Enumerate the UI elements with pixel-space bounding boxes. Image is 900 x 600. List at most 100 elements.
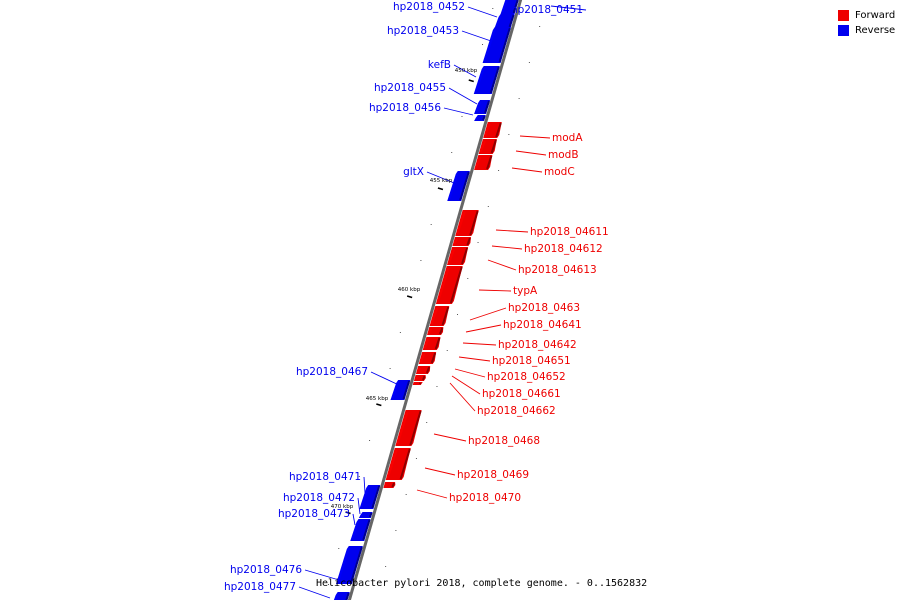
leader-hp2018_04611 [495, 229, 529, 233]
gene-shadow [391, 482, 396, 488]
major-tick [406, 295, 413, 299]
gene-label-hp2018_0469: hp2018_0469 [457, 469, 529, 481]
minor-tick [436, 386, 438, 387]
minor-tick [389, 368, 391, 369]
leader-hp2018_04641 [465, 324, 502, 333]
leader-hp2018_04613 [487, 259, 517, 271]
gene-label-hp2018_0456: hp2018_0456 [369, 102, 441, 114]
axis-label: 450 kbp [455, 68, 478, 74]
minor-tick [467, 278, 469, 279]
gene-shadow [430, 352, 437, 364]
gene-block-hp2018_0463 [429, 306, 450, 326]
leader-gltX [426, 171, 460, 186]
gene-label-modA: modA [552, 132, 583, 144]
gene-label-hp2018_04662: hp2018_04662 [477, 405, 556, 417]
gene-label-hp2018_04641: hp2018_04641 [503, 319, 582, 331]
leader-hp2018_0451 [550, 5, 587, 11]
leader-hp2018_0455 [448, 87, 478, 105]
axis-label: 465 kbp [366, 396, 389, 402]
leader-hp2018_0467 [370, 371, 402, 387]
gene-shadow [495, 122, 502, 138]
leader-hp2018_0477 [298, 586, 331, 599]
minor-tick [457, 314, 459, 315]
gene-label-kefB: kefB [428, 59, 451, 71]
gene-shadow [371, 485, 381, 509]
gene-highlight [360, 486, 370, 508]
minor-tick [528, 62, 530, 63]
tick-marks [327, 8, 541, 585]
gene-block-hp2018_0469 [385, 448, 411, 480]
gene-label-hp2018_0471: hp2018_0471 [289, 471, 361, 483]
minor-tick [539, 26, 541, 27]
leader-hp2018_04642 [462, 342, 497, 346]
gene-body [482, 27, 511, 63]
gene-body [335, 546, 363, 584]
leader-typA [478, 289, 512, 292]
gene-block-gltX [447, 171, 470, 201]
leader-hp2018_0468 [433, 433, 467, 442]
gene-shadow [439, 327, 444, 335]
gene-block-hp2018_0455 [474, 100, 491, 114]
gene-block-hp2018_04612 [452, 237, 471, 246]
gene-body [359, 485, 381, 509]
leader-hp2018_04612 [491, 245, 523, 250]
gene-highlight [448, 248, 456, 264]
gene-shadow [449, 266, 463, 304]
gene-block-hp2018_0453 [482, 27, 511, 63]
minor-tick [508, 134, 510, 135]
gene-labels: hp2018_0451 hp2018_0452 hp2018_0453 kefB hp2… [224, 1, 609, 593]
gene-label-gltX: gltX [403, 166, 424, 178]
gene-label-hp2018_04613: hp2018_04613 [518, 264, 597, 276]
axis-label: 455 kbp [430, 178, 453, 184]
gene-block-hp2018_0451 [500, 0, 519, 14]
label-leaders [298, 5, 587, 599]
gene-block-hp2018_0473 [350, 519, 371, 541]
gene-label-hp2018_04611: hp2018_04611 [530, 226, 609, 238]
gene-shadow [482, 115, 486, 121]
leader-hp2018_04652 [454, 368, 486, 378]
leader-hp2018_0469 [424, 467, 456, 476]
minor-tick [385, 566, 387, 567]
gene-shadow [425, 366, 431, 374]
gene-highlight [448, 172, 459, 200]
gene-shadow [368, 512, 373, 518]
gene-shadow [345, 592, 350, 600]
gene-shadow [409, 410, 422, 446]
leader-kefB [453, 64, 477, 78]
leader-hp2018_0472 [357, 497, 361, 515]
gene-shadow [434, 337, 441, 350]
gene-label-modB: modB [548, 149, 579, 161]
leader-modA [519, 135, 551, 139]
leader-hp2018_0473 [352, 513, 356, 526]
gene-label-hp2018_0473: hp2018_0473 [278, 508, 350, 520]
major-tick [468, 79, 474, 83]
minor-tick [492, 8, 494, 9]
gene-highlight [475, 116, 479, 120]
gene-block-hp2018_0456 [474, 115, 486, 121]
gene-highlight [413, 382, 417, 385]
axis-label: 460 kbp [398, 287, 421, 293]
gene-block-hp2018_0452 [494, 14, 515, 28]
leader-hp2018_0452 [467, 6, 498, 18]
leader-modC [511, 167, 543, 173]
legend-reverse-label: Reverse [855, 25, 896, 36]
gene-label-hp2018_0463: hp2018_0463 [508, 302, 580, 314]
gene-highlight [430, 307, 439, 325]
gene-block-hp2018_04611 [455, 210, 479, 236]
gene-block-modC [474, 155, 493, 170]
legend-forward-label: Forward [855, 10, 896, 21]
gene-label-hp2018_0452: hp2018_0452 [393, 1, 465, 13]
gene-highlight [474, 67, 485, 93]
gene-shadow [399, 448, 411, 480]
gene-label-hp2018_0453: hp2018_0453 [387, 25, 459, 37]
gene-shadow [418, 382, 422, 385]
gene-highlight [386, 449, 398, 479]
minor-tick [426, 422, 428, 423]
gene-shadow [508, 14, 515, 28]
gene-shadow [490, 139, 497, 154]
gene-block-hp2018_0476 [335, 546, 363, 584]
minor-tick [498, 170, 500, 171]
minor-tick [446, 350, 448, 351]
gene-label-hp2018_0455: hp2018_0455 [374, 82, 446, 94]
